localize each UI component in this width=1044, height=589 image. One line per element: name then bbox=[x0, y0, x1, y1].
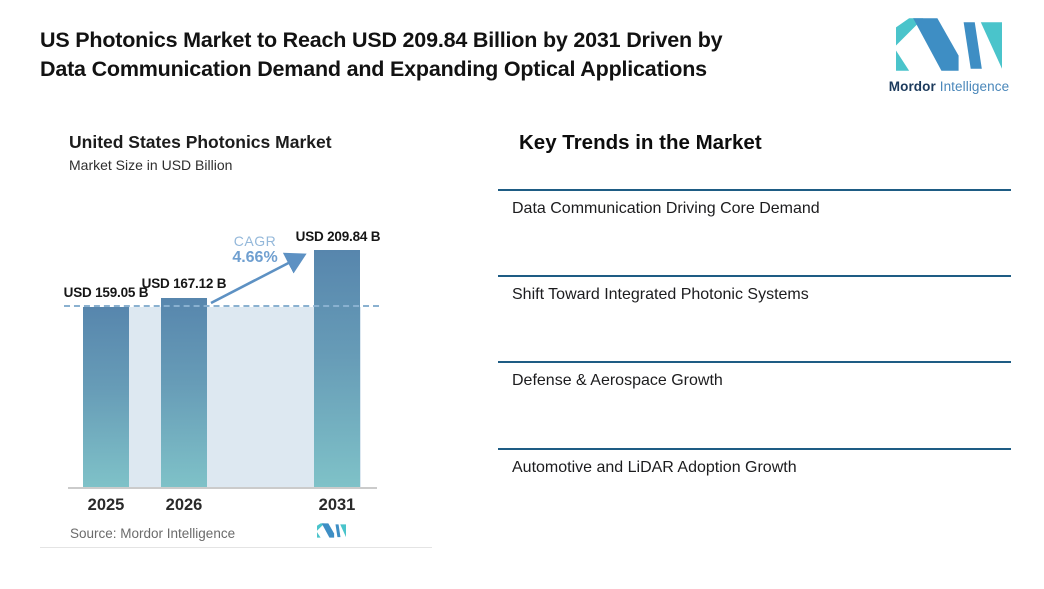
brand-logo: Mordor Intelligence bbox=[884, 18, 1014, 94]
reference-dashed-line bbox=[64, 305, 379, 307]
x-tick-2025: 2025 bbox=[87, 496, 125, 514]
brand-wordmark: Mordor Intelligence bbox=[884, 79, 1014, 94]
bar-2025 bbox=[83, 307, 129, 488]
x-tick-2026: 2026 bbox=[165, 496, 203, 514]
growth-arrow-icon bbox=[206, 246, 316, 313]
mordor-intelligence-logo-icon bbox=[896, 18, 1002, 75]
brand-name-bold: Mordor bbox=[888, 79, 936, 94]
page-title: US Photonics Market to Reach USD 209.84 … bbox=[40, 26, 723, 84]
market-chart-panel: United States Photonics Market Market Si… bbox=[40, 110, 432, 548]
chart-title: United States Photonics Market bbox=[69, 132, 332, 152]
trends-heading: Key Trends in the Market bbox=[519, 131, 762, 154]
trend-item-2: Shift Toward Integrated Photonic Systems bbox=[498, 275, 1011, 304]
value-label-2025: USD 159.05 B bbox=[63, 285, 149, 300]
x-tick-2031: 2031 bbox=[318, 496, 356, 514]
trend-item-4: Automotive and LiDAR Adoption Growth bbox=[498, 448, 1011, 477]
page-title-line-2: Data Communication Demand and Expanding … bbox=[40, 57, 707, 81]
chart-subtitle: Market Size in USD Billion bbox=[69, 157, 233, 173]
page-title-line-1: US Photonics Market to Reach USD 209.84 … bbox=[40, 28, 723, 52]
trend-item-3: Defense & Aerospace Growth bbox=[498, 361, 1011, 390]
x-axis-line bbox=[68, 487, 377, 489]
trend-item-1: Data Communication Driving Core Demand bbox=[498, 189, 1011, 218]
bar-2026 bbox=[161, 298, 207, 488]
value-label-2031: USD 209.84 B bbox=[295, 229, 381, 244]
source-attribution: Source: Mordor Intelligence bbox=[70, 526, 236, 541]
cagr-annotation: CAGR 4.66% bbox=[200, 233, 310, 267]
cagr-label: CAGR bbox=[233, 233, 277, 249]
brand-name-light: Intelligence bbox=[939, 79, 1010, 94]
mordor-mini-logo-icon bbox=[317, 523, 346, 543]
key-trends-panel: Key Trends in the Market Data Communicat… bbox=[498, 120, 1011, 480]
cagr-value: 4.66% bbox=[232, 249, 278, 266]
bar-2031 bbox=[314, 250, 360, 488]
value-label-2026: USD 167.12 B bbox=[141, 276, 227, 291]
